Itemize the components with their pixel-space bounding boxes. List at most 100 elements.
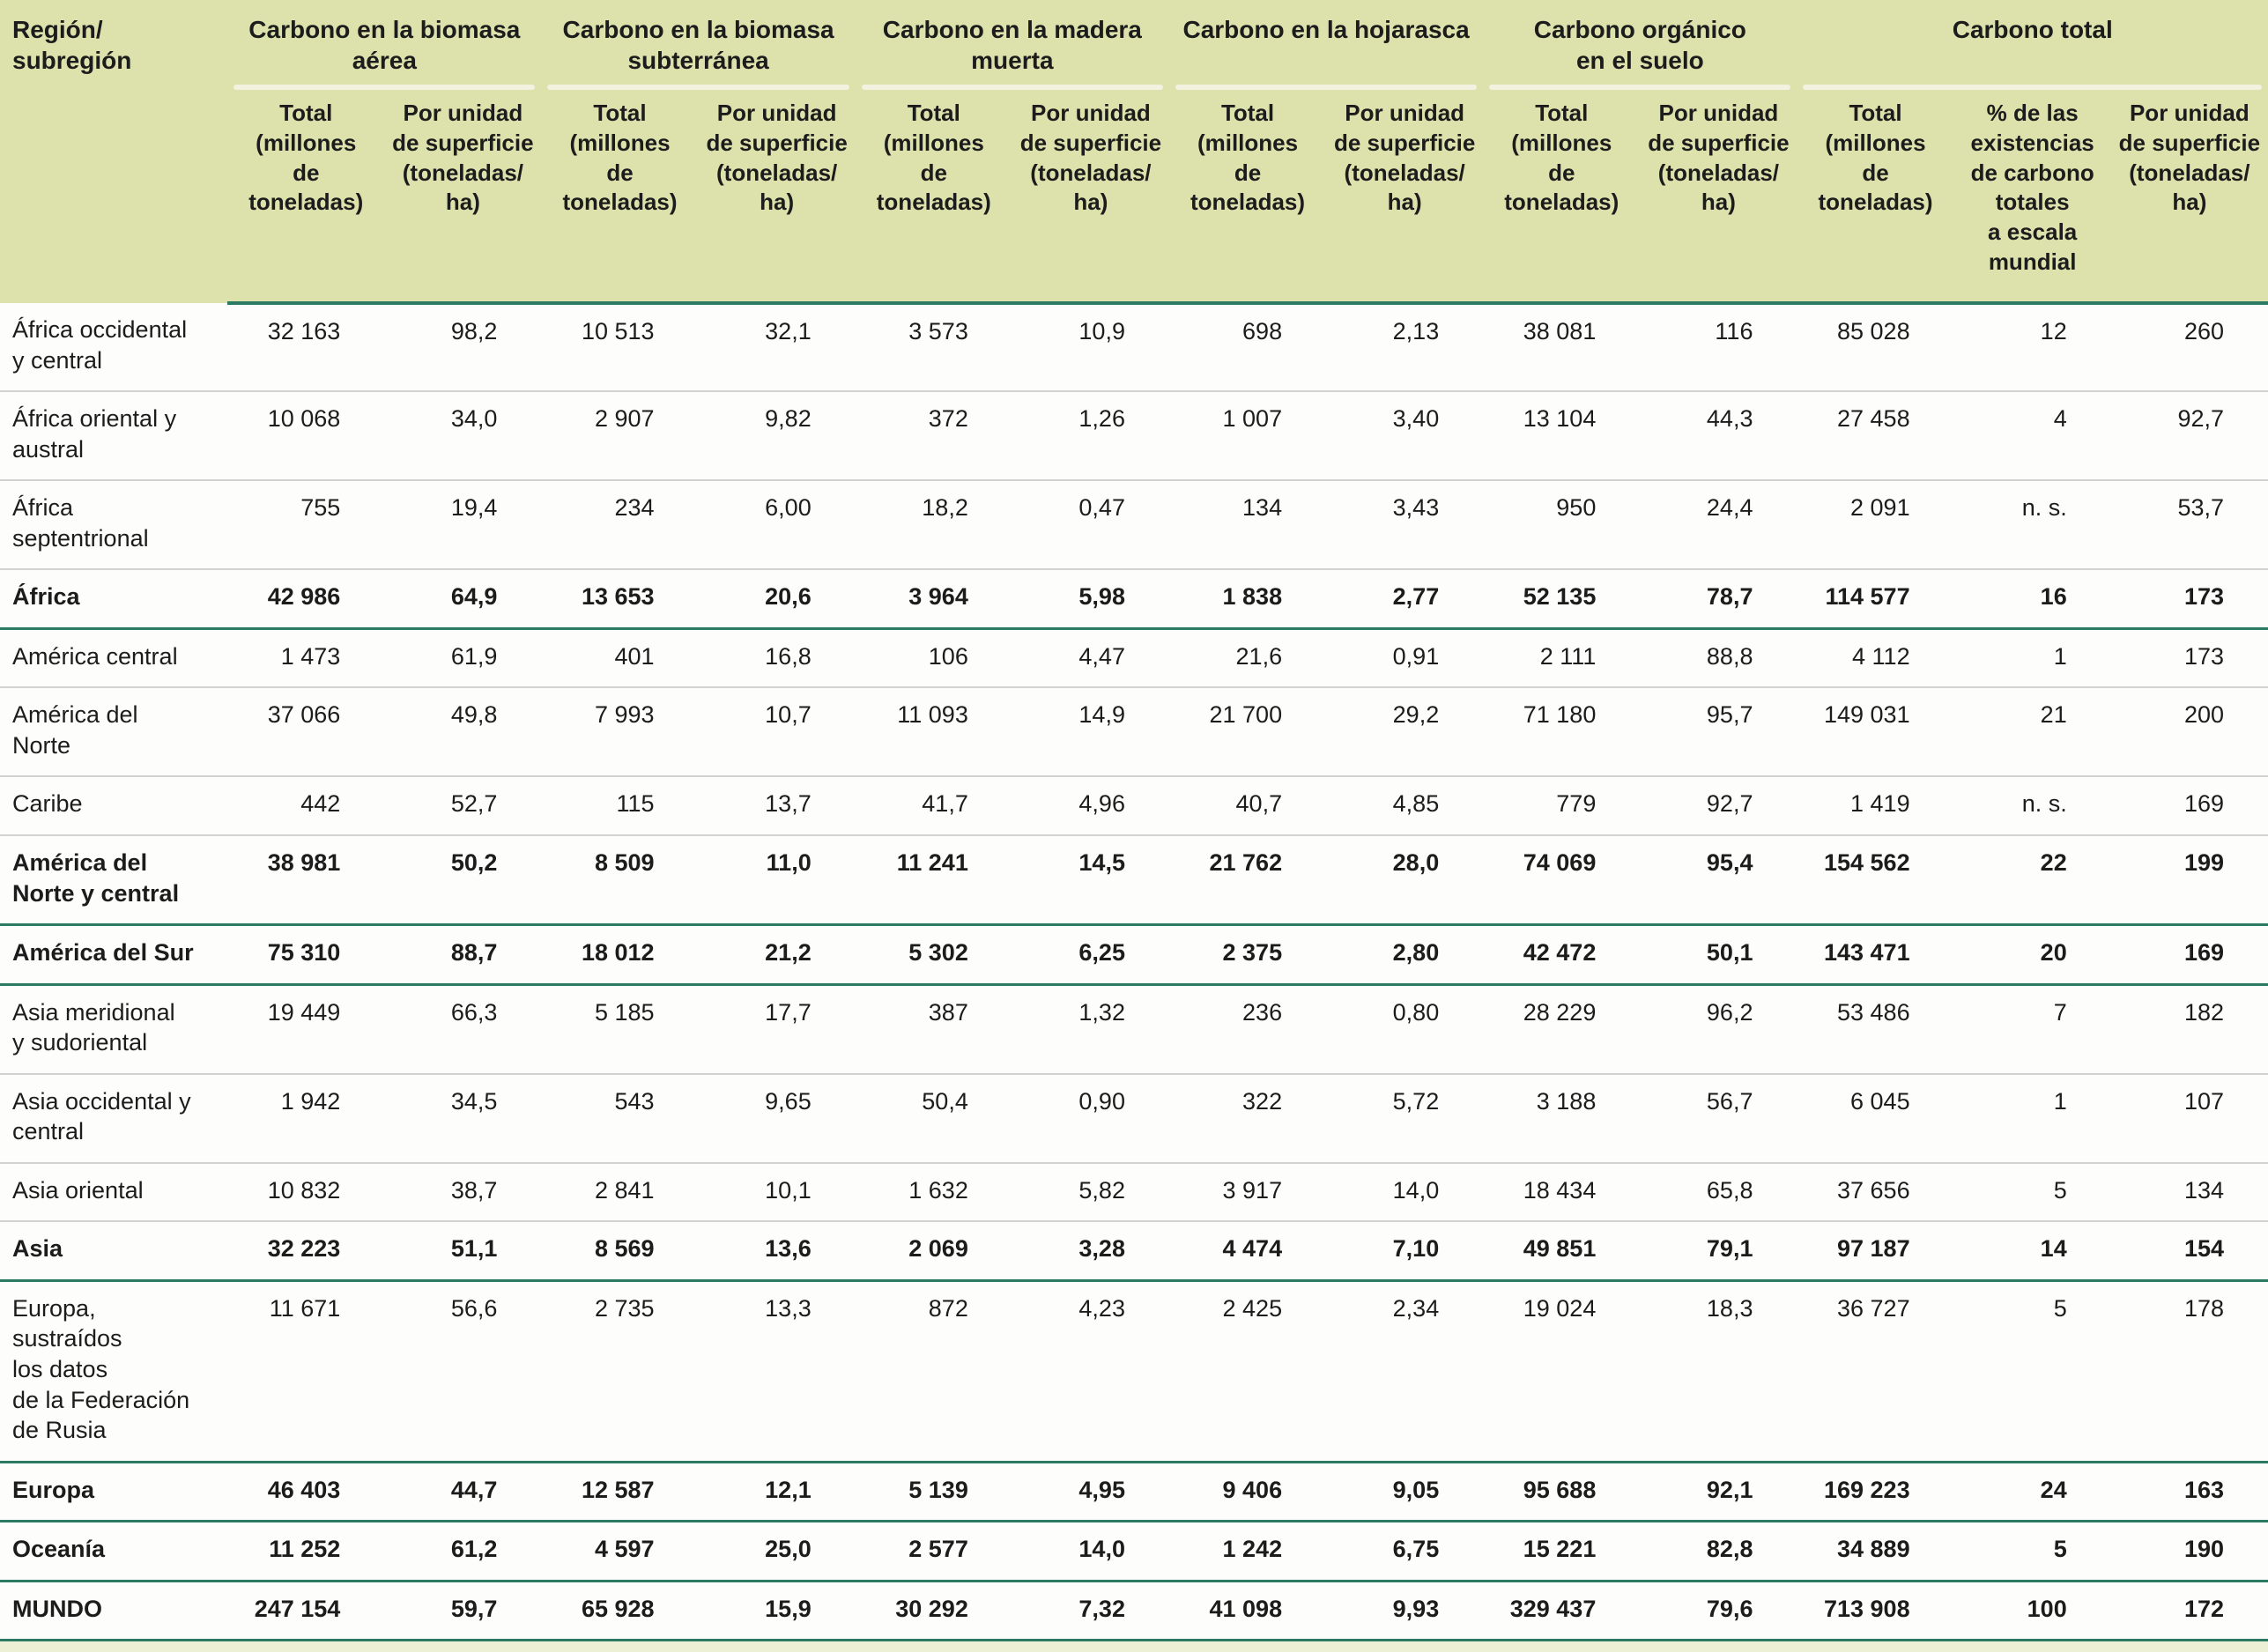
value-cell: 3 573	[855, 303, 1012, 393]
value-cell: 200	[2110, 687, 2268, 778]
group-header-hojarasca: Carbono en la hojarasca	[1168, 0, 1484, 90]
group-header-row: Región/ subregión Carbono en la biomasa …	[0, 0, 2268, 303]
value-cell: 5 139	[855, 1462, 1012, 1523]
region-label: Asia meridional y sudoriental	[0, 984, 228, 1075]
value-cell: 92,7	[1640, 776, 1797, 837]
value-cell: 38,7	[384, 1162, 542, 1223]
value-cell: 28 229	[1483, 984, 1641, 1075]
value-cell: 2 069	[855, 1221, 1012, 1282]
value-cell: 401	[541, 628, 699, 689]
value-cell: 2,34	[1326, 1280, 1484, 1463]
value-cell: 199	[2110, 835, 2268, 927]
value-cell: 2,13	[1326, 303, 1484, 393]
value-cell: 169	[2110, 776, 2268, 837]
value-cell: 163	[2110, 1462, 2268, 1523]
value-cell: 95 688	[1483, 1462, 1641, 1523]
table-row: Europa 46 403 44,7 12 587 12,1 5 139 4,95 9 406…	[0, 1462, 2268, 1523]
value-cell: 22	[1953, 835, 2111, 927]
region-label: América del Sur	[0, 924, 228, 986]
value-cell: 3,28	[1012, 1221, 1169, 1282]
table-row: América del Norte 37 066 49,8 7 993 10,7 11 0…	[0, 687, 2268, 778]
value-cell: 1 007	[1168, 391, 1327, 482]
value-cell: 56,7	[1640, 1073, 1797, 1164]
value-cell: 247 154	[227, 1581, 385, 1642]
value-cell: 387	[855, 984, 1012, 1075]
group-title: Carbono orgánico en el suelo	[1533, 16, 1746, 74]
region-label: Asia occidental y central	[0, 1073, 228, 1164]
value-cell: 11 671	[227, 1280, 385, 1463]
value-cell: 5,72	[1326, 1073, 1484, 1164]
value-cell: 134	[1168, 480, 1327, 571]
value-cell: 18 434	[1483, 1162, 1641, 1223]
value-cell: 32 223	[227, 1221, 385, 1282]
table-row: Asia oriental 10 832 38,7 2 841 10,1 1 632 5,8…	[0, 1162, 2268, 1223]
value-cell: 4,23	[1012, 1280, 1169, 1463]
column-header-row: Total (millones de toneladas) Por unidad…	[0, 90, 2268, 305]
column-header-per-unit: Por unidad de superficie (toneladas/ ha)	[1640, 90, 1797, 305]
value-cell: 11,0	[698, 835, 856, 927]
value-cell: 24,4	[1640, 480, 1797, 571]
value-cell: 322	[1168, 1073, 1327, 1164]
value-cell: 2 577	[855, 1521, 1012, 1582]
bottom-strip	[0, 1641, 2268, 1652]
value-cell: 173	[2110, 628, 2268, 689]
value-cell: 29,2	[1326, 687, 1484, 778]
value-cell: 6 045	[1797, 1073, 1954, 1164]
value-cell: 12	[1953, 303, 2111, 393]
value-cell: 21 762	[1168, 835, 1327, 927]
value-cell: 79,1	[1640, 1221, 1797, 1282]
region-label: Europa, sustraídos los datos de la Feder…	[0, 1280, 228, 1463]
value-cell: 19,4	[384, 480, 542, 571]
value-cell: n. s.	[1953, 776, 2111, 837]
value-cell: 2 091	[1797, 480, 1954, 571]
group-underline	[1489, 85, 1791, 90]
value-cell: 98,2	[384, 303, 542, 393]
value-cell: 9,65	[698, 1073, 856, 1164]
value-cell: 37 066	[227, 687, 385, 778]
value-cell: 4 474	[1168, 1221, 1327, 1282]
value-cell: 2 841	[541, 1162, 699, 1223]
value-cell: 116	[1640, 303, 1797, 393]
group-header-biomasa-subterranea: Carbono en la biomasa subterránea	[541, 0, 856, 90]
value-cell: 97 187	[1797, 1221, 1954, 1282]
value-cell: 543	[541, 1073, 699, 1164]
value-cell: 65 928	[541, 1581, 699, 1642]
value-cell: 698	[1168, 303, 1327, 393]
value-cell: 18 012	[541, 924, 699, 986]
column-header-total: Total (millones de toneladas)	[541, 90, 699, 305]
value-cell: 1 242	[1168, 1521, 1327, 1582]
value-cell: 9,82	[698, 391, 856, 482]
value-cell: n. s.	[1953, 480, 2111, 571]
value-cell: 88,8	[1640, 628, 1797, 689]
value-cell: 4,47	[1012, 628, 1169, 689]
value-cell: 34,5	[384, 1073, 542, 1164]
table-row: Asia 32 223 51,1 8 569 13,6 2 069 3,28 4 474 7,1…	[0, 1221, 2268, 1282]
value-cell: 51,1	[384, 1221, 542, 1282]
value-cell: 32,1	[698, 303, 856, 393]
table-row: Caribe 442 52,7 115 13,7 41,7 4,96 40,7 4,85 779 9…	[0, 776, 2268, 837]
value-cell: 9 406	[1168, 1462, 1327, 1523]
group-title: Carbono en la hojarasca	[1182, 16, 1470, 43]
value-cell: 7,10	[1326, 1221, 1484, 1282]
group-header-madera-muerta: Carbono en la madera muerta	[855, 0, 1169, 90]
value-cell: 11 252	[227, 1521, 385, 1582]
value-cell: 14,0	[1012, 1521, 1169, 1582]
region-label: África oriental y austral	[0, 391, 228, 482]
value-cell: 61,2	[384, 1521, 542, 1582]
group-title: Carbono en la biomasa aérea	[248, 16, 521, 74]
value-cell: 74 069	[1483, 835, 1641, 927]
region-column-header-label: Región/ subregión	[12, 16, 132, 74]
value-cell: 95,4	[1640, 835, 1797, 927]
group-header-biomasa-aerea: Carbono en la biomasa aérea	[227, 0, 542, 90]
value-cell: 1,26	[1012, 391, 1169, 482]
table-row: Europa, sustraídos los datos de la Feder…	[0, 1280, 2268, 1463]
value-cell: 100	[1953, 1581, 2111, 1642]
value-cell: 50,4	[855, 1073, 1012, 1164]
value-cell: 3,43	[1326, 480, 1484, 571]
value-cell: 3 917	[1168, 1162, 1327, 1223]
value-cell: 42 472	[1483, 924, 1641, 986]
value-cell: 85 028	[1797, 303, 1954, 393]
value-cell: 95,7	[1640, 687, 1797, 778]
value-cell: 15,9	[698, 1581, 856, 1642]
